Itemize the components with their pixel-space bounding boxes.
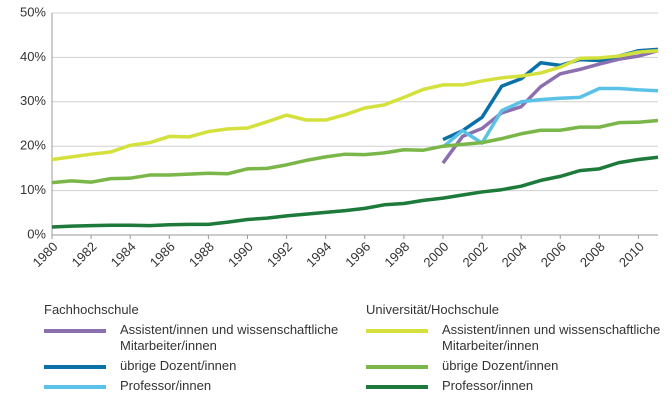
x-tick-label: 1990: [225, 239, 256, 270]
legend-item: Professor/innen: [366, 378, 672, 394]
x-tick-label: 1996: [342, 239, 373, 270]
x-tick-label: 2002: [460, 239, 491, 270]
x-tick-label: 1988: [186, 239, 217, 270]
legend-label: Professor/innen: [120, 378, 212, 393]
x-tick-label: 1986: [147, 239, 178, 270]
legend-item: übrige Dozent/innen: [44, 358, 350, 374]
legend-swatch: [44, 385, 106, 389]
legend-swatch: [366, 385, 428, 389]
legend-swatch: [44, 365, 106, 369]
legend-heading: Universität/Hochschule: [366, 302, 499, 317]
series-line: [51, 155, 659, 229]
series-line: [51, 48, 659, 162]
legend-item: Professor/innen: [44, 378, 350, 394]
x-tick-label: 2008: [577, 239, 608, 270]
y-tick-label: 20%: [20, 138, 46, 153]
y-tick-label: 50%: [20, 4, 46, 19]
y-tick-label: 0%: [27, 226, 46, 241]
legend-item: Assistent/innen und wissenschaftliche Mi…: [366, 322, 672, 354]
x-tick-label: 2006: [538, 239, 569, 270]
x-tick-label: 1992: [264, 239, 295, 270]
chart: 0% 10% 20% 30% 40% 50% 1980 1982 1984 1986 1988 199…: [20, 4, 659, 270]
legend-heading: Fachhochschule: [44, 302, 139, 317]
x-tick-label: 2004: [499, 239, 530, 270]
x-tick-label: 1984: [108, 239, 139, 270]
y-tick-label: 10%: [20, 182, 46, 197]
x-tick-label: 2000: [420, 239, 451, 270]
series-line: [441, 86, 659, 149]
y-tick-label: 40%: [20, 49, 46, 64]
x-tick-label: 2010: [616, 239, 647, 270]
x-tick-label: 1994: [303, 239, 334, 270]
y-tick-label: 30%: [20, 93, 46, 108]
series-line: [441, 49, 659, 165]
legend-label: Assistent/innen und wissenschaftliche Mi…: [120, 322, 339, 353]
x-tick-label: 1980: [29, 239, 60, 270]
legend-group: Universität/Hochschule Assistent/innen un…: [366, 298, 672, 398]
legend-item: übrige Dozent/innen: [366, 358, 672, 374]
legend-label: Assistent/innen und wissenschaftliche Mi…: [442, 322, 661, 353]
legend-label: übrige Dozent/innen: [120, 358, 237, 373]
legend-label: Professor/innen: [442, 378, 534, 393]
legend-swatch: [44, 329, 106, 333]
legend-swatch: [366, 365, 428, 369]
x-tick-label: 1998: [381, 239, 412, 270]
legend-label: übrige Dozent/innen: [442, 358, 559, 373]
legend-swatch: [366, 329, 428, 333]
legend-group: Fachhochschule Assistent/innen und wissen…: [44, 298, 350, 398]
x-tick-label: 1982: [69, 239, 100, 270]
series-line: [442, 47, 659, 142]
legend-item: Assistent/innen und wissenschaftliche Mi…: [44, 322, 350, 354]
series-line: [51, 118, 659, 185]
